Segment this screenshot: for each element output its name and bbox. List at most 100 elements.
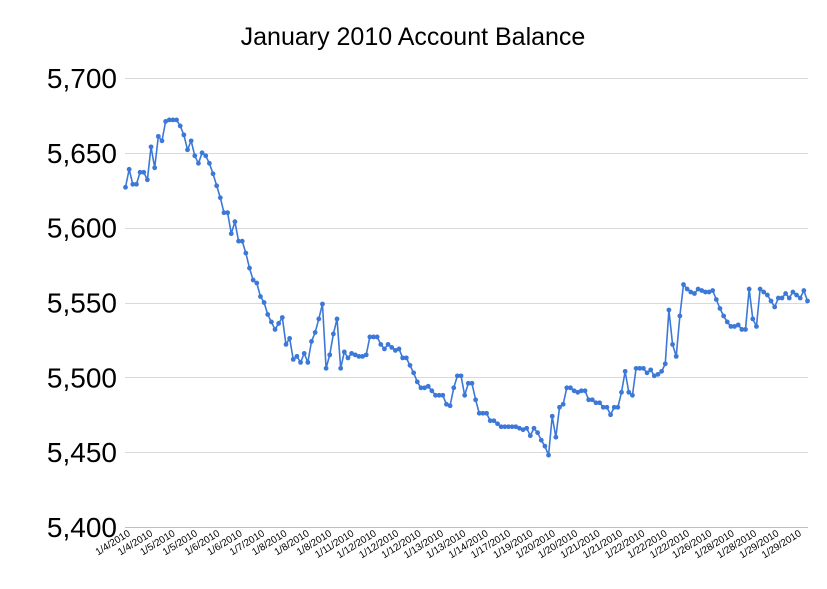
data-point <box>509 424 515 430</box>
data-point <box>374 334 380 340</box>
data-point <box>575 389 581 395</box>
data-point <box>794 292 799 298</box>
data-point <box>301 350 307 356</box>
data-point <box>608 412 613 418</box>
data-point <box>626 389 632 395</box>
data-point <box>513 424 519 430</box>
data-point <box>155 133 161 139</box>
data-point <box>797 295 803 301</box>
y-tick-label: 5,400 <box>47 512 117 543</box>
data-point <box>586 397 592 403</box>
data-point <box>542 443 548 449</box>
data-point <box>692 291 697 296</box>
data-point <box>655 371 661 377</box>
data-point <box>557 404 562 410</box>
data-point <box>250 277 256 283</box>
data-point <box>444 401 449 407</box>
data-point <box>247 265 252 271</box>
data-point <box>706 289 712 295</box>
data-point <box>779 295 785 301</box>
data-point <box>290 356 296 362</box>
data-point <box>469 380 475 386</box>
data-point <box>637 365 643 371</box>
data-point <box>589 397 595 403</box>
data-point <box>403 355 409 361</box>
gridlines <box>125 78 808 453</box>
y-tick-label: 5,650 <box>47 138 117 169</box>
data-point <box>527 433 533 439</box>
data-point <box>152 165 158 171</box>
y-tick-label: 5,550 <box>47 288 117 319</box>
data-point <box>757 286 763 292</box>
data-point <box>400 355 406 361</box>
data-point <box>593 400 599 406</box>
data-point <box>371 334 376 340</box>
data-point <box>323 365 329 371</box>
data-point <box>564 385 570 391</box>
data-point <box>360 353 365 359</box>
data-point <box>367 334 373 340</box>
data-point <box>192 153 198 159</box>
y-tick-label: 5,600 <box>47 213 117 244</box>
data-point <box>217 195 223 201</box>
data-point <box>236 238 241 244</box>
data-point <box>170 117 176 123</box>
data-point <box>436 392 442 398</box>
data-point <box>713 297 719 302</box>
data-point <box>272 327 278 332</box>
data-point <box>283 342 289 347</box>
data-point <box>309 339 314 344</box>
data-point <box>429 388 435 394</box>
data-point <box>790 289 796 295</box>
data-point <box>177 123 183 129</box>
data-point <box>728 324 734 329</box>
data-point <box>312 330 318 335</box>
data-point <box>338 365 344 371</box>
data-point <box>258 294 263 299</box>
data-point <box>203 153 209 159</box>
data-point <box>345 355 351 361</box>
data-point <box>465 380 471 386</box>
data-point <box>630 392 635 398</box>
data-point <box>396 346 402 352</box>
data-point <box>225 210 231 216</box>
data-point <box>520 427 526 433</box>
data-point <box>506 424 511 430</box>
data-point <box>294 353 300 359</box>
data-point <box>633 365 639 371</box>
data-point <box>772 304 778 310</box>
data-point <box>754 324 759 329</box>
data-point <box>516 425 522 431</box>
data-point <box>619 389 624 395</box>
data-point <box>268 319 274 325</box>
data-point <box>600 404 606 410</box>
data-point <box>298 359 303 365</box>
data-point <box>699 288 705 293</box>
data-point <box>425 383 431 389</box>
data-point <box>651 373 657 379</box>
data-point <box>392 347 398 353</box>
data-point <box>611 404 617 410</box>
data-point <box>141 169 147 175</box>
data-point <box>422 385 427 391</box>
data-point <box>254 280 260 286</box>
data-point <box>243 250 249 256</box>
data-point <box>239 238 245 244</box>
data-point <box>560 401 566 407</box>
data-point <box>666 307 672 313</box>
data-point <box>411 370 417 376</box>
data-point <box>214 183 220 189</box>
chart-title: January 2010 Account Balance <box>241 23 586 51</box>
data-point <box>644 370 650 376</box>
y-tick-label: 5,500 <box>47 362 117 393</box>
data-points <box>123 117 810 458</box>
data-point <box>137 169 143 175</box>
data-point <box>702 289 708 295</box>
data-point <box>287 336 293 341</box>
data-point <box>144 177 150 183</box>
data-point <box>484 410 489 416</box>
data-point <box>717 306 723 311</box>
data-point <box>276 321 282 326</box>
data-point <box>265 312 271 317</box>
